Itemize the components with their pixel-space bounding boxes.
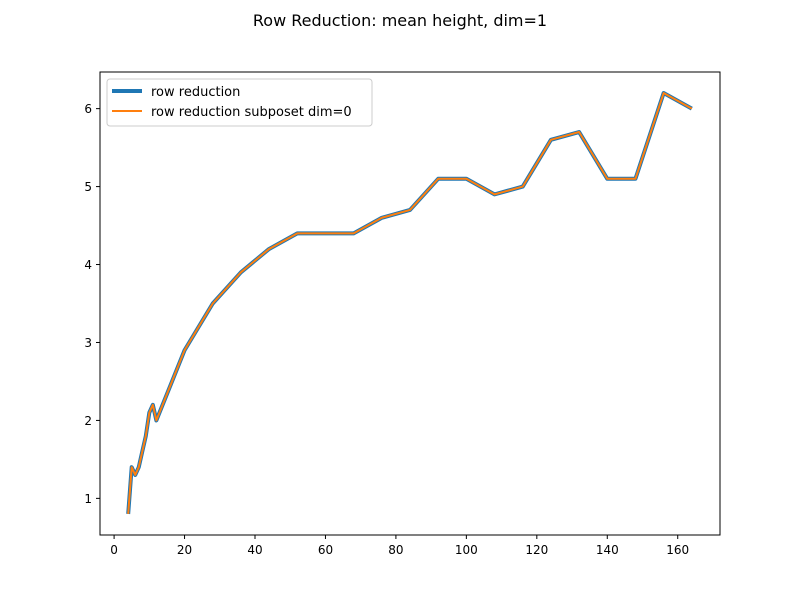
y-tick-label: 4 bbox=[84, 258, 92, 272]
x-tick-label: 20 bbox=[177, 543, 192, 557]
x-tick-label: 80 bbox=[388, 543, 403, 557]
x-axis: 0 20 40 60 80 100 120 140 160 bbox=[110, 535, 689, 557]
chart-title: Row Reduction: mean height, dim=1 bbox=[253, 11, 547, 30]
x-tick-label: 40 bbox=[247, 543, 262, 557]
series-line-2 bbox=[127, 92, 693, 515]
plot-area bbox=[99, 71, 721, 536]
y-tick-label: 2 bbox=[84, 414, 92, 428]
legend-box bbox=[106, 78, 373, 127]
x-tick-label: 120 bbox=[525, 543, 548, 557]
y-tick-label: 1 bbox=[84, 492, 92, 506]
y-tick-label: 6 bbox=[84, 102, 92, 116]
legend: row reduction row reduction subposet dim=… bbox=[106, 78, 373, 127]
y-tick-label: 3 bbox=[84, 336, 92, 350]
x-tick-label: 100 bbox=[455, 543, 478, 557]
x-tick-label: 0 bbox=[110, 543, 118, 557]
plot-frame bbox=[99, 71, 721, 536]
series-lines bbox=[126, 91, 693, 515]
y-tick-label: 5 bbox=[84, 180, 92, 194]
x-tick-label: 160 bbox=[666, 543, 689, 557]
y-axis: 1 2 3 4 5 6 bbox=[84, 102, 100, 506]
x-tick-label: 60 bbox=[318, 543, 333, 557]
x-tick-label: 140 bbox=[596, 543, 619, 557]
legend-label: row reduction subposet dim=0 bbox=[151, 105, 352, 120]
legend-label: row reduction bbox=[151, 85, 240, 100]
